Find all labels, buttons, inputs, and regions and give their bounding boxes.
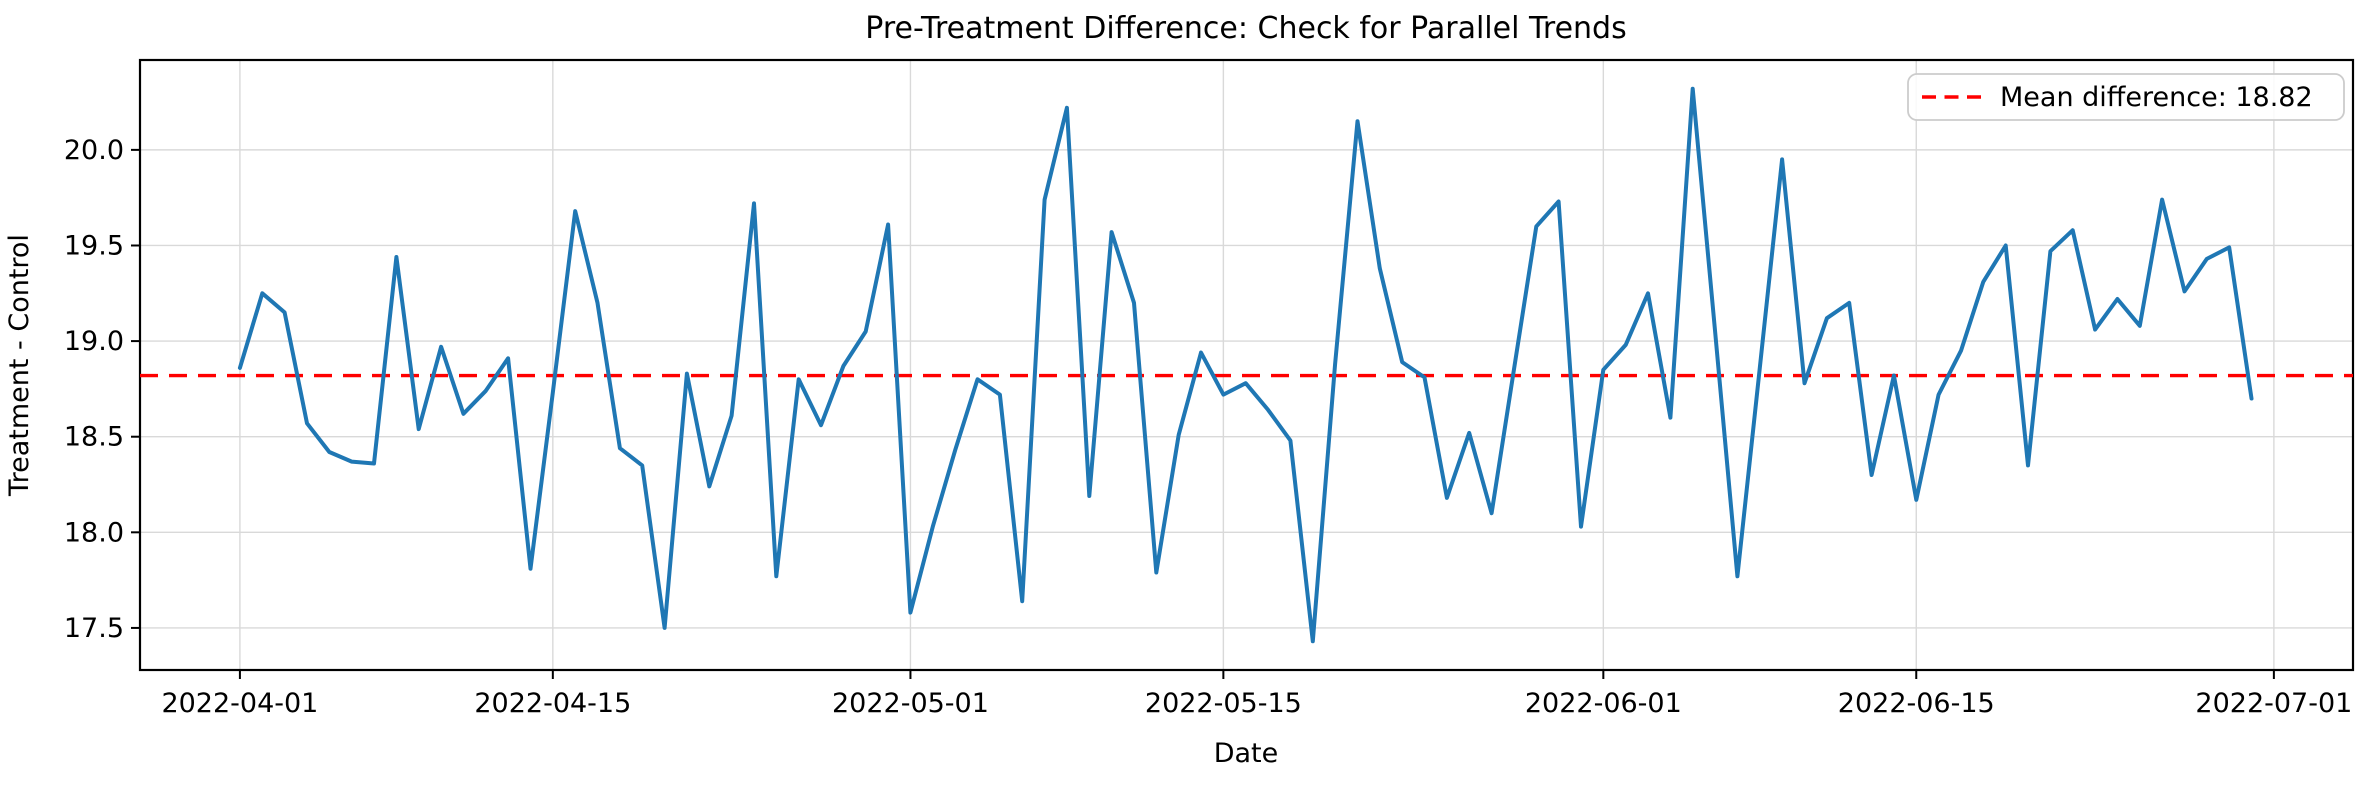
axis-ticks: 2022-04-01 2022-04-15 2022-05-01 2022-05-15… [64,135,2352,719]
y-tick-label: 18.5 [64,422,124,453]
chart-title: Pre-Treatment Difference: Check for Para… [865,11,1626,46]
x-tick-label: 2022-05-15 [1145,688,1302,719]
x-tick-label: 2022-06-15 [1838,688,1995,719]
x-axis-label: Date [1214,738,1279,769]
x-tick-label: 2022-05-01 [832,688,989,719]
x-tick-label: 2022-04-15 [474,688,631,719]
y-tick-label: 19.0 [64,326,124,357]
legend-label: Mean difference: 18.82 [2000,82,2313,113]
x-tick-label: 2022-04-01 [161,688,318,719]
y-tick-label: 19.5 [64,230,124,261]
legend: Mean difference: 18.82 [1907,73,2345,121]
y-tick-label: 17.5 [64,613,124,644]
plot-border [138,58,2355,672]
treatment-control-difference-line [237,86,2254,644]
y-axis-label: Treatment - Control [4,234,35,497]
data-series [140,86,2353,644]
legend-box [1907,73,2345,121]
x-tick-label: 2022-06-01 [1525,688,1682,719]
y-tick-label: 20.0 [64,135,124,166]
grid-lines [140,60,2353,670]
x-tick-label: 2022-07-01 [2195,688,2352,719]
y-tick-label: 18.0 [64,517,124,548]
